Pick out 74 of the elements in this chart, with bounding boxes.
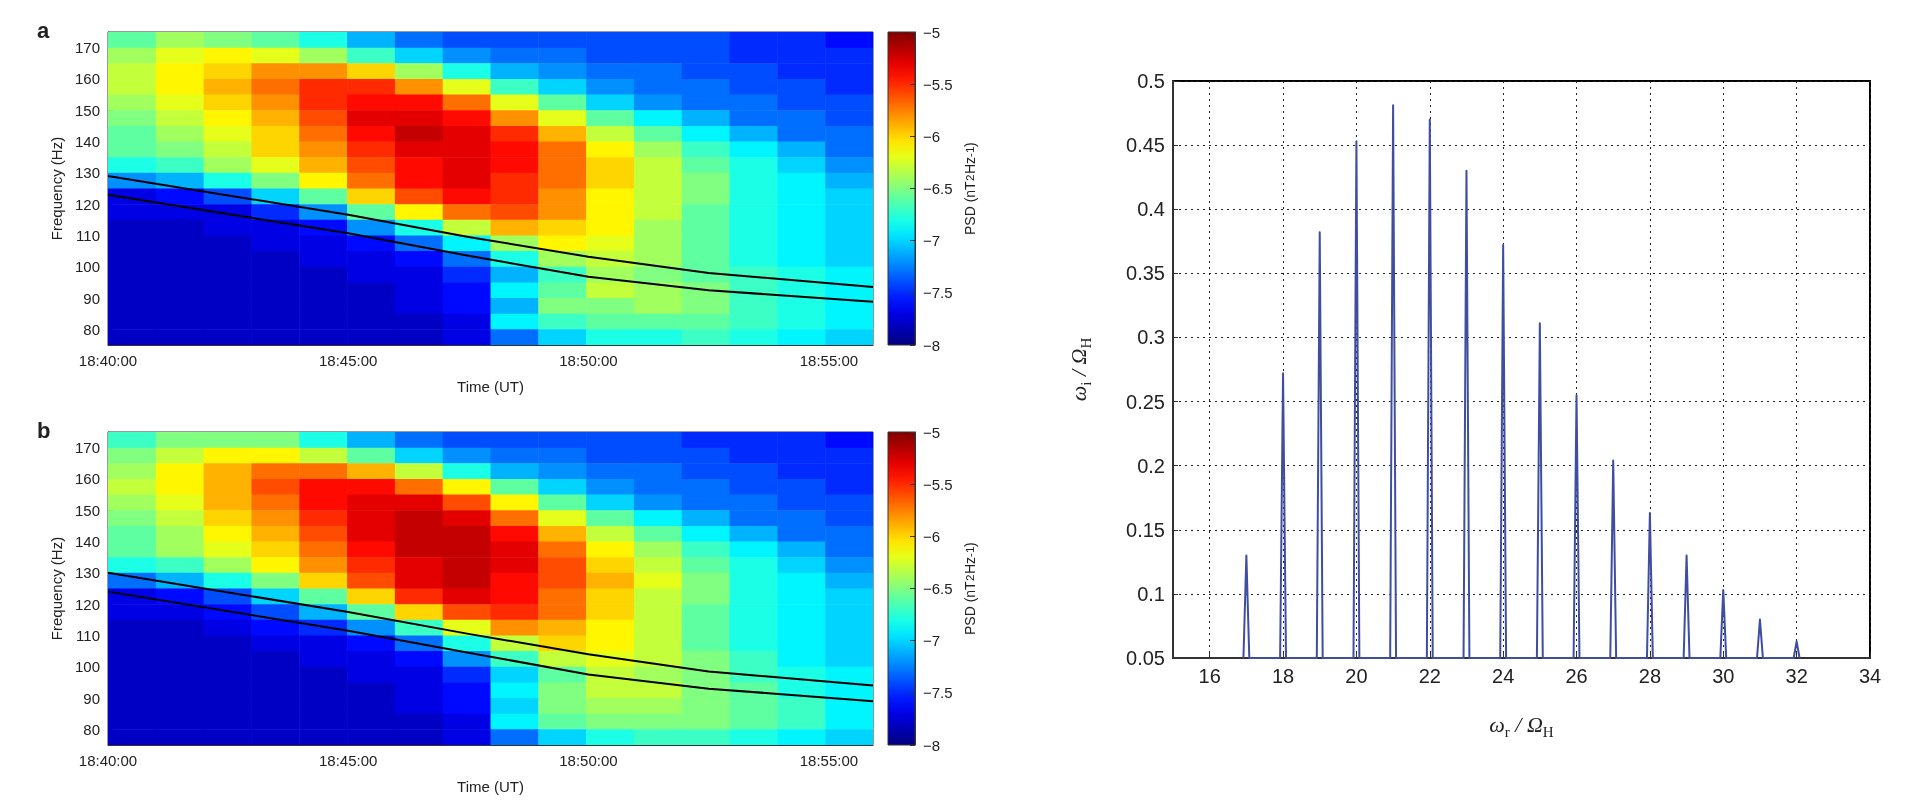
x-tick-label: 18:50:00 [559,352,618,369]
x-tick-label: 32 [1785,665,1808,687]
y-axis-title: ωi / ΩH [1066,337,1094,402]
line-series [107,571,874,687]
y-tick-label: 0.25 [1126,390,1165,413]
y-tick-label: 150 [74,101,100,119]
y-tick-label: 0.1 [1137,582,1165,605]
color-bar-label: −6.5 [923,180,953,197]
y-tick-label: 0.15 [1126,518,1165,541]
y-tick-label: 0.4 [1137,198,1165,221]
color-bar-label: −7.5 [923,684,953,702]
color-bar-label: −6.5 [923,580,953,597]
line-series [107,590,874,703]
y-tick-label: 160 [74,470,100,488]
y-tick-label: 0.45 [1126,134,1165,157]
y-tick-label: 100 [74,658,100,676]
y-tick-label: 90 [83,689,100,707]
y-tick-label: 170 [74,439,100,457]
color-bar-label: −5.5 [923,75,953,93]
y-tick-label: 0.2 [1137,454,1165,477]
y-tick-label: 110 [76,626,100,644]
y-tick-label: 100 [74,258,100,276]
line-series [1242,104,1801,659]
y-tick-label: 120 [74,595,100,613]
x-tick-label: 16 [1198,665,1221,687]
x-tick-label: 34 [1858,665,1882,687]
y-tick-label: 0.3 [1137,326,1165,349]
x-tick-label: 22 [1418,665,1441,687]
y-tick-label: 80 [83,720,100,738]
chart-title: b [37,417,51,443]
color-bar-label: −7 [923,632,941,650]
y-tick-label: 140 [74,133,100,151]
x-tick-label: 28 [1638,665,1662,687]
y-tick-label: 130 [74,564,100,582]
line-series [107,174,874,289]
color-bar-label: −7.5 [923,284,953,302]
y-tick-label: 0.5 [1137,70,1165,92]
x-tick-label: 24 [1492,665,1515,687]
x-tick-label: 18:55:00 [799,352,859,369]
y-tick-label: 130 [74,164,100,182]
y-tick-label: 0.35 [1126,262,1165,285]
y-axis-title: Frequency (Hz) [48,136,65,241]
color-bar-label: −5.5 [923,475,953,493]
y-tick-label: 120 [74,195,100,213]
y-tick-label: 80 [83,320,100,338]
y-tick-label: 150 [74,501,100,519]
color-bar-label: −8 [923,336,941,354]
x-tick-label: 18:50:00 [559,752,618,769]
y-tick-label: 0.05 [1126,647,1165,669]
color-bar-label: −8 [923,736,941,754]
x-axis-title: Time (UT) [457,378,524,395]
line-series [107,193,874,303]
x-tick-label: 18:45:00 [319,352,378,369]
color-bar-label: −7 [923,232,941,250]
x-tick-label: 26 [1565,665,1588,687]
y-tick-label: 110 [76,226,100,244]
color-bar-label: −5 [923,23,941,41]
color-bar-label: −6 [923,127,941,145]
x-tick-label: 30 [1712,665,1735,687]
x-tick-label: 18:40:00 [78,352,138,369]
y-tick-label: 90 [83,289,100,307]
x-tick-label: 18:45:00 [319,752,378,769]
color-bar-label: −5 [923,423,941,441]
x-axis-title: Time (UT) [457,778,524,795]
color-bar-label: −6 [923,527,941,545]
x-tick-label: 18 [1271,665,1295,687]
y-tick-label: 140 [74,533,100,551]
x-tick-label: 20 [1345,665,1368,687]
chart-title: a [37,17,50,43]
y-axis-title: Frequency (Hz) [48,536,65,641]
x-tick-label: 18:55:00 [799,752,859,769]
x-tick-label: 18:40:00 [78,752,138,769]
y-tick-label: 170 [74,39,100,57]
y-tick-label: 160 [74,70,100,88]
